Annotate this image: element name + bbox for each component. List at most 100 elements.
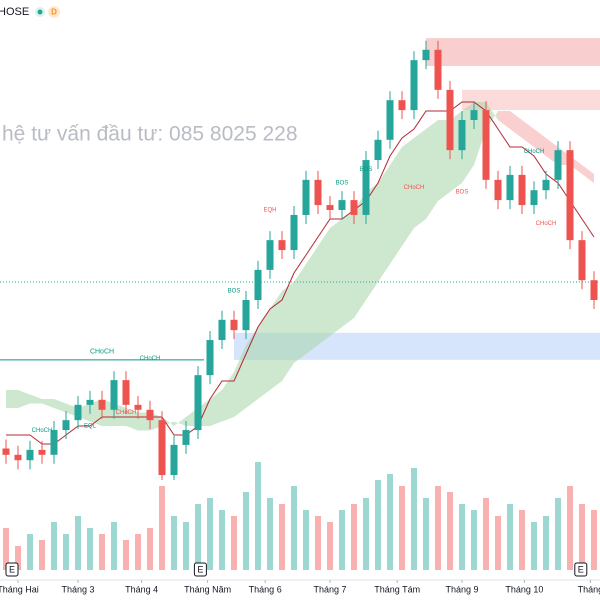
annotation: CHoCH xyxy=(140,356,161,362)
cloud-segment xyxy=(414,129,426,228)
event-marker xyxy=(5,562,19,577)
kijun-line xyxy=(6,101,595,445)
volume-bar xyxy=(483,498,489,570)
volume-bar xyxy=(567,486,573,570)
volume-bar xyxy=(471,510,477,570)
volume-bar xyxy=(519,510,525,570)
volume-bar xyxy=(135,534,141,570)
candle-body xyxy=(362,160,370,215)
cloud-segment xyxy=(294,264,306,363)
event-label: E xyxy=(578,564,584,574)
candle-body xyxy=(590,280,598,300)
candle-body xyxy=(206,340,214,376)
annotation: BOS xyxy=(336,181,349,187)
volume-bar xyxy=(15,546,21,570)
volume-bar xyxy=(171,516,177,570)
volume-bar xyxy=(327,522,333,570)
candle-body xyxy=(458,120,466,151)
volume-bar xyxy=(579,504,585,570)
cloud-segment xyxy=(510,111,522,138)
status-dot xyxy=(37,9,43,15)
candle-body xyxy=(410,60,418,111)
event-marker xyxy=(574,562,588,577)
candle-body xyxy=(50,430,58,455)
cloud-segment xyxy=(498,111,510,129)
cloud-segment xyxy=(534,129,546,156)
volume-bar xyxy=(375,480,381,570)
volume-bar xyxy=(411,468,417,570)
volume-bar xyxy=(123,540,129,570)
x-tick-label: Tháng 4 xyxy=(125,584,158,594)
candle-body xyxy=(182,430,190,445)
event-label: E xyxy=(9,564,15,574)
candle-body xyxy=(326,205,334,210)
candle-body xyxy=(494,179,502,201)
candle-body xyxy=(434,49,442,90)
candle-body xyxy=(74,404,82,421)
candle-body xyxy=(314,179,322,206)
volume-bar xyxy=(507,504,513,570)
volume-bar xyxy=(279,504,285,570)
cloud-segment xyxy=(390,147,402,264)
interval: D xyxy=(51,8,57,17)
zone xyxy=(462,89,600,111)
volume-bar xyxy=(423,498,429,570)
exchange: HOSE xyxy=(0,6,29,18)
cloud-segment xyxy=(330,219,342,336)
annotation: BOS xyxy=(228,289,241,295)
cloud-segment xyxy=(318,228,330,345)
annotation: CHoCH xyxy=(116,410,137,416)
candle-body xyxy=(194,375,202,431)
annotation: CHoCH xyxy=(404,185,425,191)
cloud-segment xyxy=(402,138,414,246)
volume-bar xyxy=(291,486,297,570)
annotation: EQL xyxy=(84,424,97,430)
candle-body xyxy=(110,380,118,410)
annotation: CHoCH xyxy=(32,428,53,434)
x-tick-label: Tháng Hai xyxy=(0,584,39,594)
candle-body xyxy=(530,190,538,206)
cloud-segment xyxy=(126,408,138,431)
candle-body xyxy=(2,448,10,455)
x-tick-label: Tháng Tám xyxy=(374,584,420,594)
cloud-segment xyxy=(270,291,282,390)
volume-bar xyxy=(3,528,9,570)
candle-body xyxy=(86,399,94,405)
candle-body xyxy=(14,454,22,461)
candle-body xyxy=(290,214,298,251)
cloud-segment xyxy=(306,246,318,354)
annotation: EQH xyxy=(263,208,276,214)
candle-body xyxy=(98,399,106,410)
volume-bar xyxy=(555,498,561,570)
volume-bar xyxy=(51,522,57,570)
volume-bar xyxy=(243,492,249,570)
annotation: BOS xyxy=(360,167,373,173)
cloud-segment xyxy=(282,282,294,381)
volume-bar xyxy=(303,510,309,570)
cloud-segment xyxy=(258,309,270,399)
candle-body xyxy=(506,174,514,201)
candle-body xyxy=(482,110,490,180)
x-tick-label: Tháng 3 xyxy=(61,584,94,594)
plot: CHoCH BOS EQH BOS BOS CHoCH BOS CHoCH CHoCH CHoCH… xyxy=(0,38,600,570)
candle-body xyxy=(38,449,46,455)
candle-body xyxy=(350,200,358,215)
candle-body xyxy=(578,240,586,281)
volume-bar xyxy=(543,516,549,570)
candle-body xyxy=(518,174,526,206)
volume-bar xyxy=(39,540,45,570)
candle-body xyxy=(338,200,346,210)
candle-body xyxy=(278,240,286,251)
volume-bar xyxy=(435,486,441,570)
cloud-segment xyxy=(222,372,234,422)
cloud-segment xyxy=(18,390,30,408)
volume-bar xyxy=(531,522,537,570)
volume-bar xyxy=(315,516,321,570)
cloud-segment xyxy=(42,399,54,408)
volume-bar xyxy=(75,516,81,570)
candle-body xyxy=(398,100,406,111)
zone xyxy=(426,38,600,66)
cloud-segment xyxy=(30,394,42,404)
candle-body xyxy=(62,420,70,431)
volume-bar xyxy=(183,522,189,570)
